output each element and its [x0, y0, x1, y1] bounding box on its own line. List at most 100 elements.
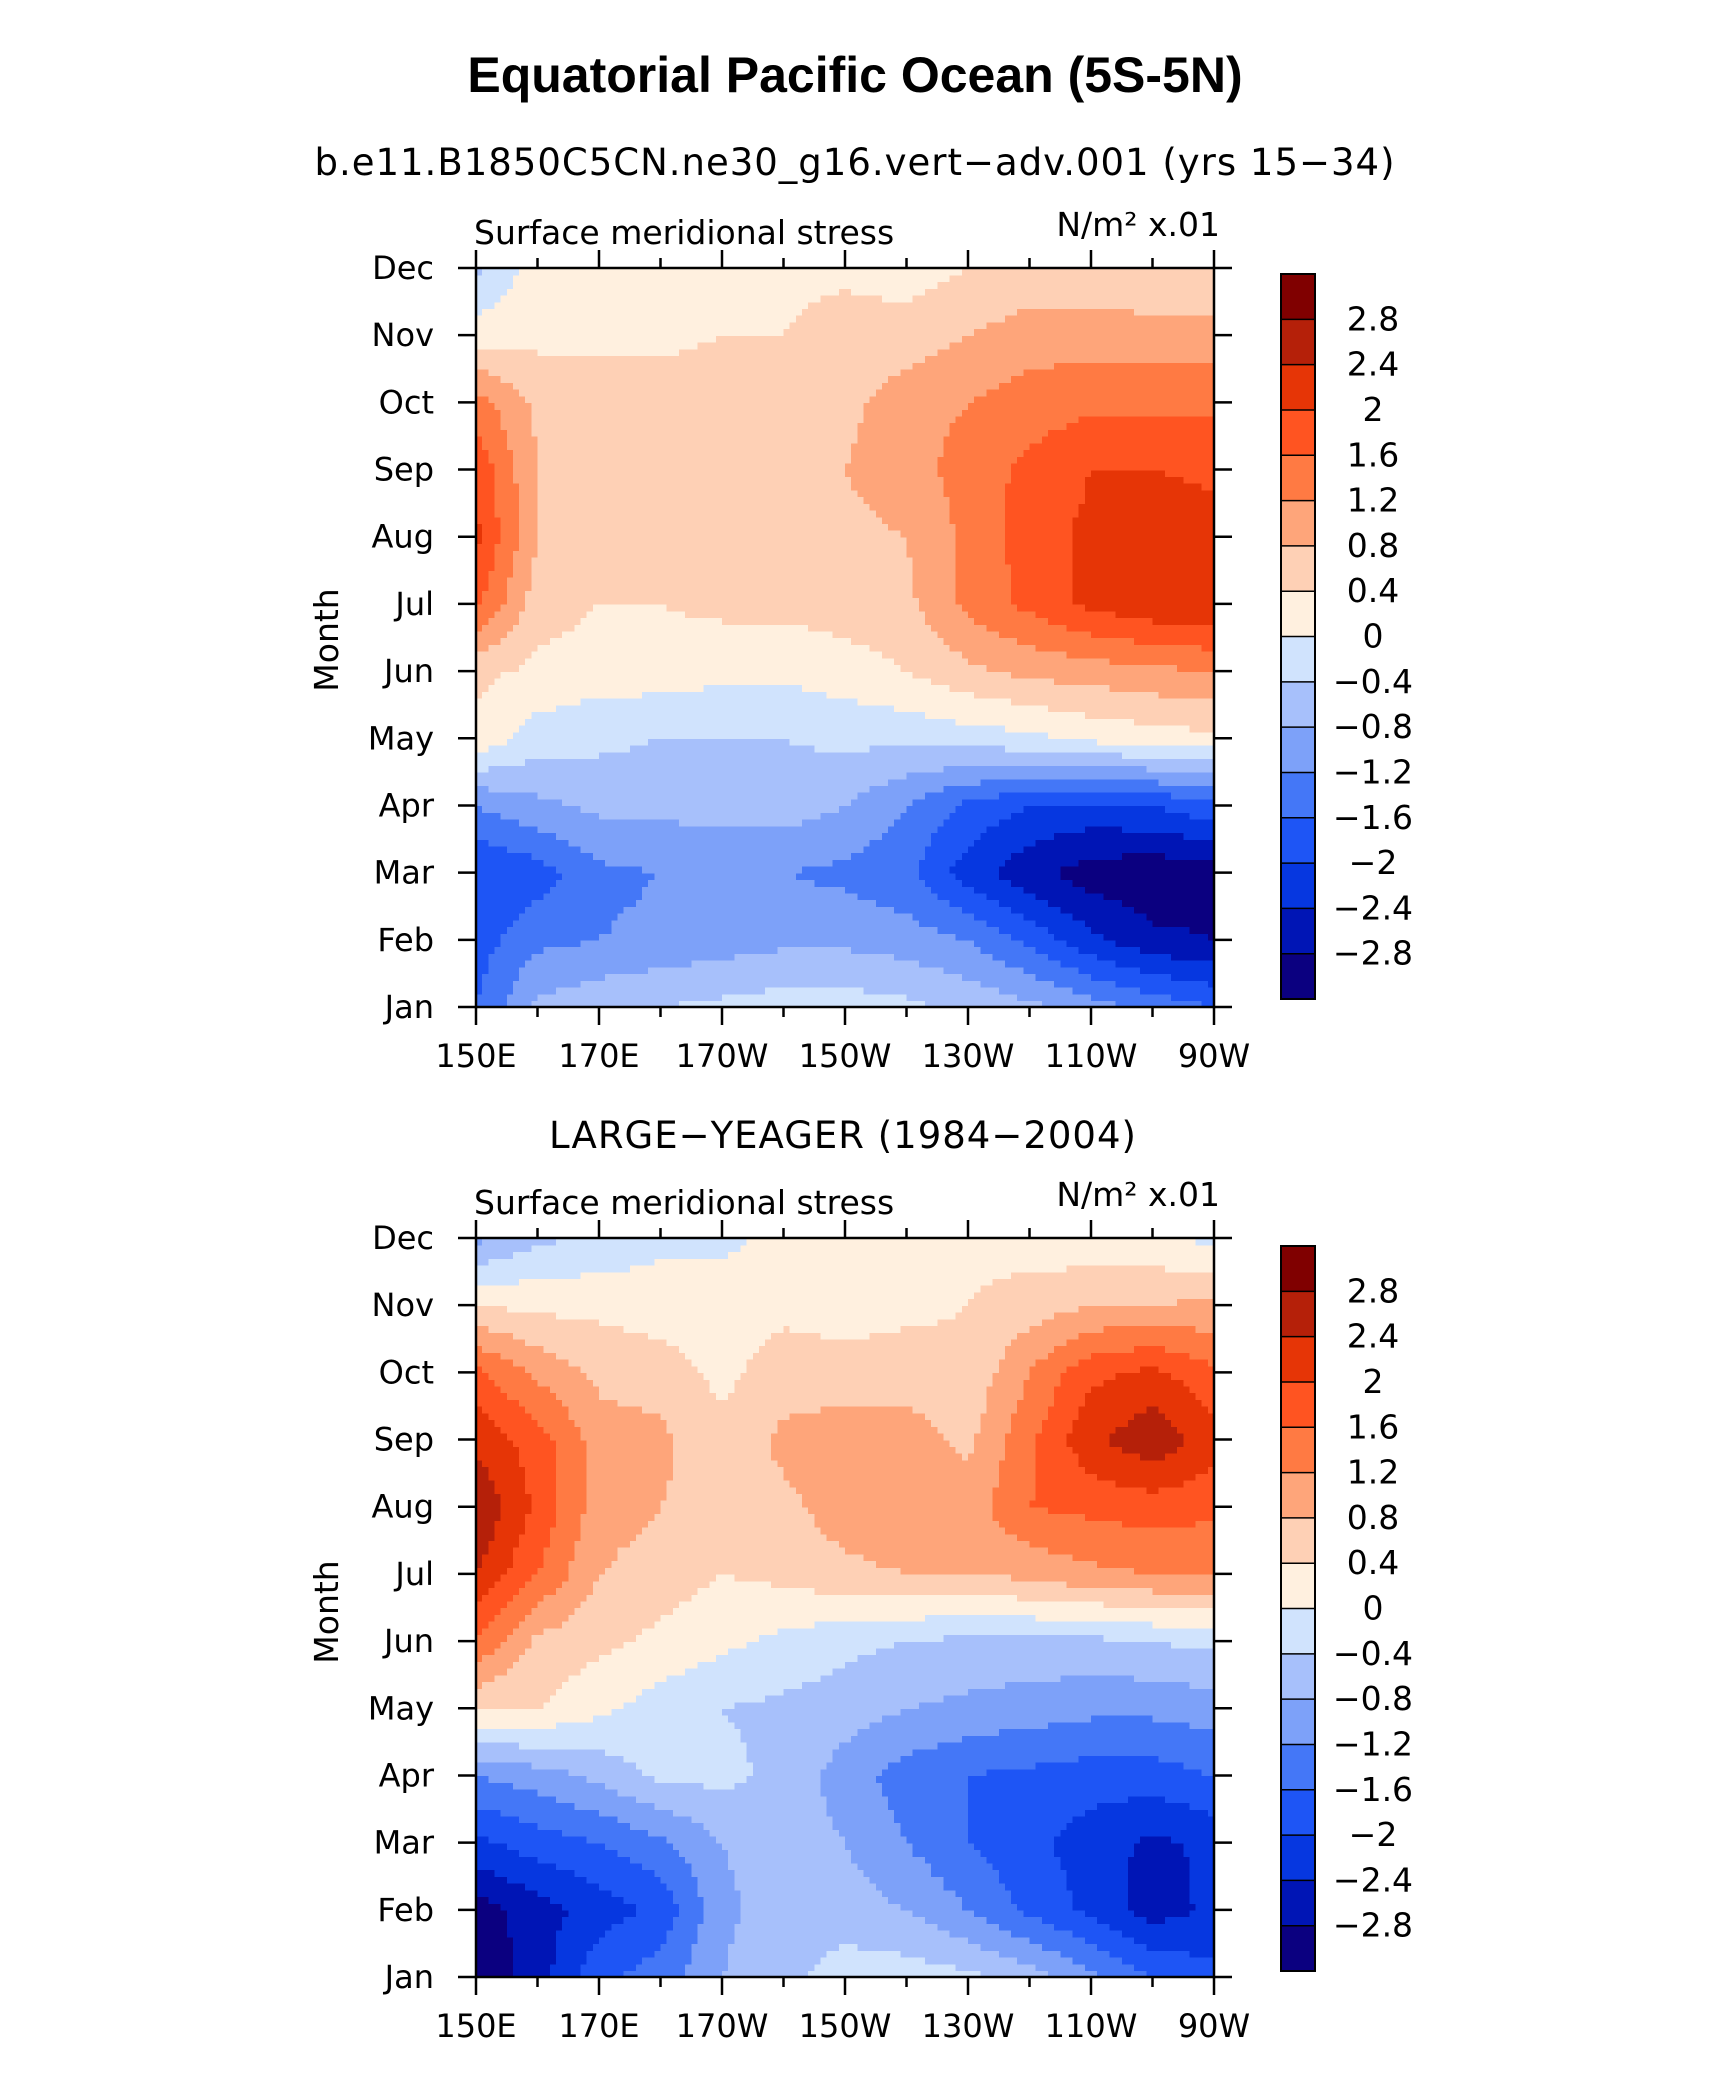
heatmap-cell [1183, 947, 1190, 954]
heatmap-cell [962, 967, 969, 974]
heatmap-cell [593, 994, 600, 1001]
heatmap-cell [1116, 940, 1123, 947]
heatmap-cell [937, 994, 944, 1001]
heatmap-cell [827, 947, 834, 954]
heatmap-cell [716, 987, 723, 994]
heatmap-cell [501, 947, 508, 954]
heatmap-cell [494, 980, 501, 987]
heatmap-cell [802, 933, 809, 940]
heatmap-cell [654, 994, 661, 1001]
heatmap-cell [1073, 987, 1080, 994]
heatmap-cell [667, 960, 674, 967]
heatmap-cell [1042, 947, 1049, 954]
heatmap-cell [759, 947, 766, 954]
heatmap-cell [519, 947, 526, 954]
heatmap-cell [1085, 987, 1092, 994]
heatmap-cell [796, 947, 803, 954]
heatmap-cell [820, 953, 827, 960]
heatmap-cell [956, 987, 963, 994]
heatmap-cell [544, 994, 551, 1001]
heatmap-cell [1042, 987, 1049, 994]
heatmap-cell [1165, 940, 1172, 947]
heatmap-cell [544, 987, 551, 994]
heatmap-cell [494, 947, 501, 954]
heatmap-cell [679, 940, 686, 947]
heatmap-cell [661, 967, 668, 974]
heatmap-cell [882, 933, 889, 940]
heatmap-cell [642, 994, 649, 1001]
heatmap-cell [624, 926, 631, 933]
heatmap-cell [636, 953, 643, 960]
heatmap-cell [574, 953, 581, 960]
heatmap-cell [796, 953, 803, 960]
heatmap-cell [507, 987, 514, 994]
heatmap-cell [1159, 980, 1166, 987]
heatmap-cell [734, 933, 741, 940]
heatmap-cell [617, 953, 624, 960]
heatmap-cell [667, 940, 674, 947]
heatmap-cell [1189, 947, 1196, 954]
heatmap-cell [1177, 987, 1184, 994]
heatmap-cell [599, 940, 606, 947]
heatmap-cell [544, 926, 551, 933]
heatmap-cell [833, 967, 840, 974]
heatmap-cell [1189, 980, 1196, 987]
heatmap-cell [900, 994, 907, 1001]
heatmap-cell [1165, 967, 1172, 974]
heatmap-cell [1030, 947, 1037, 954]
heatmap-cell [513, 967, 520, 974]
heatmap-cell [882, 967, 889, 974]
heatmap-cell [1079, 987, 1086, 994]
heatmap-cell [956, 973, 963, 980]
heatmap-cell [538, 960, 545, 967]
heatmap-cell [827, 933, 834, 940]
heatmap-cell [1005, 940, 1012, 947]
heatmap-cell [568, 953, 575, 960]
heatmap-cell [716, 926, 723, 933]
heatmap-cell [999, 940, 1006, 947]
heatmap-cell [937, 953, 944, 960]
heatmap-cell [962, 953, 969, 960]
heatmap-cell [882, 980, 889, 987]
heatmap-cell [993, 933, 1000, 940]
heatmap-cell [950, 953, 957, 960]
heatmap-cell [587, 940, 594, 947]
heatmap-cell [599, 987, 606, 994]
heatmap-cell [574, 933, 581, 940]
heatmap-cell [790, 980, 797, 987]
heatmap-cell [1079, 960, 1086, 967]
heatmap-cell [716, 994, 723, 1001]
heatmap-cell [962, 980, 969, 987]
heatmap-cell [667, 980, 674, 987]
heatmap-cell [857, 940, 864, 947]
heatmap-cell [1159, 960, 1166, 967]
heatmap-cell [716, 933, 723, 940]
heatmap-cell [1146, 960, 1153, 967]
heatmap-cell [747, 947, 754, 954]
heatmap-cell [1030, 980, 1037, 987]
heatmap-cell [1159, 973, 1166, 980]
heatmap-cell [1196, 940, 1203, 947]
heatmap-cell [642, 960, 649, 967]
heatmap-cell [519, 953, 526, 960]
heatmap-cell [857, 960, 864, 967]
heatmap-cell [808, 926, 815, 933]
heatmap-cell [913, 980, 920, 987]
heatmap-cell [587, 987, 594, 994]
heatmap-cell [636, 973, 643, 980]
heatmap-cell [747, 973, 754, 980]
heatmap-cell [1011, 933, 1018, 940]
heatmap-cell [1097, 933, 1104, 940]
heatmap-cell [685, 953, 692, 960]
heatmap-cell [519, 933, 526, 940]
heatmap-cell [722, 987, 729, 994]
heatmap-cell [1202, 987, 1209, 994]
heatmap-cell [1011, 960, 1018, 967]
heatmap-cell [544, 953, 551, 960]
heatmap-cell [519, 980, 526, 987]
heatmap-cell [986, 940, 993, 947]
heatmap-cell [1159, 967, 1166, 974]
heatmap-cell [747, 926, 754, 933]
heatmap-cell [827, 940, 834, 947]
heatmap-cell [556, 940, 563, 947]
